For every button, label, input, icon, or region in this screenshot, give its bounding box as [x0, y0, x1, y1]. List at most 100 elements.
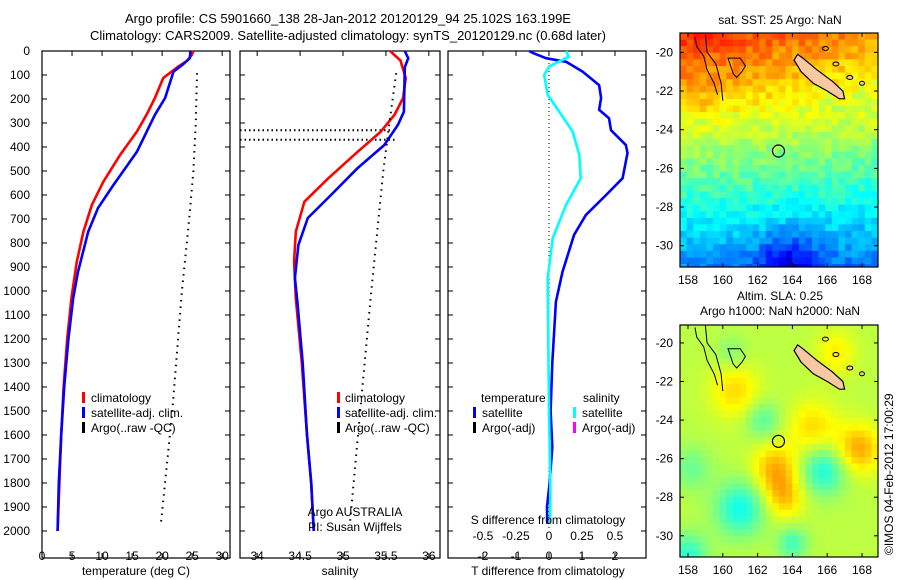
sla-cell	[779, 509, 786, 517]
sla-cell	[812, 503, 819, 511]
sla-cell	[838, 503, 846, 511]
sst-cell	[831, 125, 839, 133]
sst-cell	[851, 211, 859, 219]
sla-cell	[739, 437, 747, 445]
sst-cell	[752, 145, 760, 153]
sst-cell	[785, 92, 793, 100]
sla-cell	[805, 344, 813, 352]
lat-tick-label: -28	[656, 200, 674, 214]
legend-satellite: satellite-adj. clim.	[345, 406, 437, 420]
sla-cell	[726, 364, 734, 372]
sla-cell	[798, 542, 806, 550]
y-tick-label: 100	[10, 68, 30, 82]
sla-cell	[818, 549, 826, 557]
sst-cell	[726, 151, 734, 159]
sst-cell	[818, 52, 826, 60]
sst-cell	[706, 145, 714, 153]
sla-cell	[693, 516, 701, 524]
lat-tick-label: -26	[656, 452, 674, 466]
sla-cell	[686, 450, 694, 458]
sla-cell	[765, 430, 773, 438]
sst-cell	[686, 33, 694, 40]
sla-cell	[871, 476, 878, 484]
sla-cell	[680, 384, 687, 392]
sst-cell	[732, 105, 740, 113]
sst-cell	[693, 39, 701, 47]
sst-cell	[845, 257, 852, 265]
sst-cell	[686, 204, 694, 212]
sst-cell	[693, 211, 701, 219]
legend-temperature-heading: temperature	[481, 391, 546, 405]
sst-cell	[825, 264, 833, 267]
sla-cell	[864, 397, 872, 405]
sla-cell	[713, 430, 720, 438]
sla-cell	[838, 490, 846, 497]
sst-cell	[713, 79, 720, 87]
sst-cell	[706, 191, 714, 199]
sst-cell	[680, 250, 687, 258]
sla-cell	[746, 410, 753, 418]
sla-cell	[713, 391, 720, 398]
sla-cell	[699, 417, 707, 425]
sla-cell	[871, 523, 878, 530]
sla-cell	[779, 424, 786, 431]
sla-cell	[686, 364, 694, 372]
sst-cell	[732, 231, 740, 238]
sla-cell	[845, 410, 852, 418]
sla-cell	[732, 503, 740, 511]
sla-cell	[864, 443, 872, 451]
sla-cell	[798, 490, 806, 497]
sst-cell	[699, 178, 707, 186]
sst-cell	[726, 217, 734, 225]
lon-tick-label: 158	[678, 273, 698, 287]
x-tick-label: 25	[185, 549, 199, 563]
sst-cell	[798, 231, 806, 238]
sla-cell	[812, 483, 819, 491]
sla-cell	[686, 476, 694, 484]
sst-cell	[746, 125, 753, 133]
sst-cell	[699, 204, 707, 212]
sla-cell	[746, 417, 753, 425]
sst-cell	[818, 59, 826, 67]
sla-cell	[871, 503, 878, 511]
sla-cell	[759, 331, 767, 339]
sst-cell	[699, 165, 707, 172]
sst-cell	[772, 105, 780, 113]
sst-cell	[686, 99, 694, 106]
sla-cell	[838, 542, 846, 550]
y-tick-label: 1900	[3, 500, 30, 514]
coastline	[704, 325, 724, 392]
s-difference-xlabel: S difference from climatology	[471, 513, 626, 527]
sla-cell	[732, 397, 740, 405]
sla-cell	[845, 523, 852, 530]
sst-cell	[686, 39, 694, 47]
sst-cell	[818, 224, 826, 232]
sst-cell	[785, 178, 793, 186]
sla-cell	[851, 371, 859, 379]
sst-cell	[779, 178, 786, 186]
sla-cell	[765, 417, 773, 425]
sst-cell	[812, 59, 819, 67]
sla-cell	[765, 516, 773, 524]
sst-cell	[732, 33, 740, 40]
sla-cell	[838, 358, 846, 365]
sla-cell	[713, 443, 720, 451]
sst-cell	[765, 224, 773, 232]
series-satellite-adj-clim-	[56, 50, 192, 532]
sst-cell	[759, 79, 767, 87]
sla-cell	[779, 417, 786, 425]
sst-cell	[798, 85, 806, 93]
x-tick-label: -2	[478, 549, 489, 563]
sst-cell	[719, 198, 727, 205]
sla-cell	[759, 516, 767, 524]
sst-cell	[838, 125, 846, 133]
sla-cell	[838, 516, 846, 524]
sst-cell	[680, 125, 687, 133]
sla-cell	[732, 483, 740, 491]
sla-cell	[792, 516, 800, 524]
sst-cell	[706, 257, 714, 265]
sla-cell	[792, 470, 800, 478]
sla-cell	[746, 437, 753, 445]
sla-cell	[772, 542, 780, 550]
sst-cell	[785, 184, 793, 192]
